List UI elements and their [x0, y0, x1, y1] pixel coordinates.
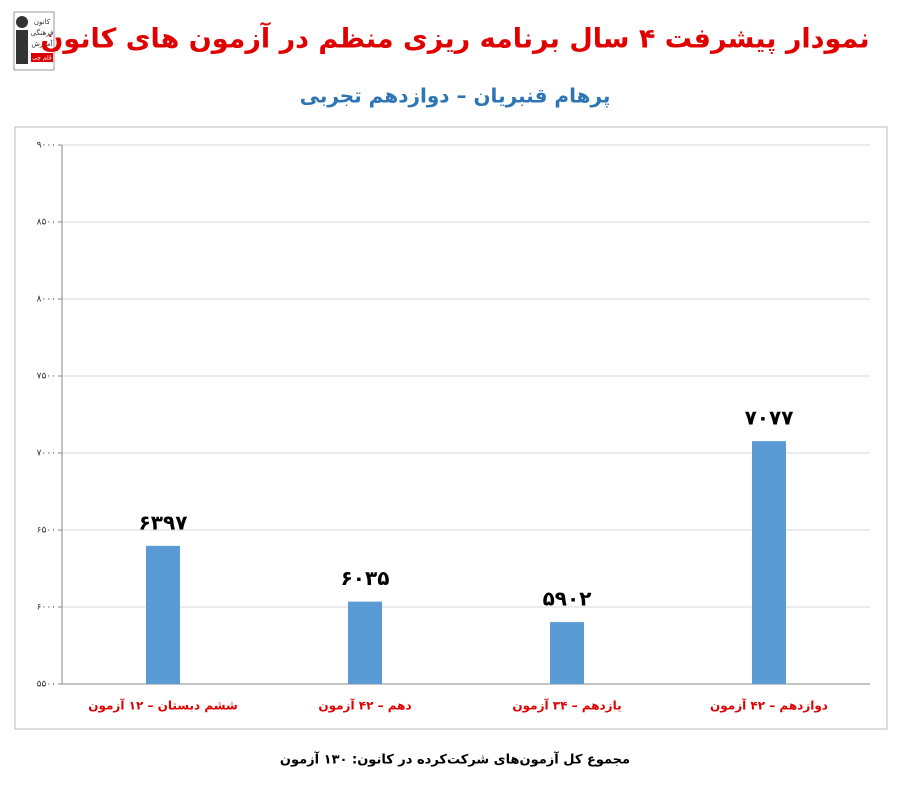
x-tick-label: ششم دبستان – ۱۲ آزمون — [88, 698, 238, 714]
data-label: ۵۹۰۲ — [543, 587, 592, 611]
logo-text: آموزش — [31, 39, 53, 48]
chart-title: نمودار پیشرفت ۴ سال برنامه ریزی منظم در … — [40, 22, 869, 55]
y-tick-label: ۷۵۰۰ — [37, 372, 56, 382]
bar — [348, 601, 382, 684]
chart-subtitle: پرهام قنبریان – دوازدهم تجربی — [300, 84, 611, 109]
y-tick-label: ۹۰۰۰ — [37, 141, 56, 151]
footnote: مجموع کل آزمون‌های شرکت‌کرده در کانون: ۱… — [280, 751, 630, 768]
bar — [752, 441, 786, 684]
x-tick-label: دوازدهم – ۴۲ آزمون — [710, 698, 828, 714]
bar — [146, 545, 180, 684]
data-label: ۶۰۳۵ — [341, 566, 390, 590]
bar — [550, 622, 584, 684]
data-label: ۷۰۷۷ — [745, 406, 794, 430]
logo-text: قلم چی — [32, 55, 52, 62]
y-tick-label: ۷۰۰۰ — [37, 449, 56, 459]
logo-figure — [16, 30, 28, 64]
y-tick-label: ۶۰۰۰ — [37, 603, 56, 613]
data-label: ۶۳۹۷ — [139, 510, 188, 534]
y-tick-label: ۵۵۰۰ — [37, 680, 56, 690]
x-tick-label: یازدهم – ۳۴ آزمون — [512, 698, 621, 714]
logo: کانون فرهنگی آموزش قلم چی — [13, 11, 55, 71]
logo-figure — [16, 16, 28, 28]
x-tick-label: دهم – ۴۲ آزمون — [318, 698, 411, 714]
y-tick-label: ۶۵۰۰ — [37, 526, 56, 536]
logo-band — [31, 53, 53, 62]
y-tick-label: ۸۰۰۰ — [37, 295, 56, 305]
logo-text: فرهنگی — [31, 28, 54, 37]
chart-frame — [14, 126, 888, 730]
logo-text: کانون — [34, 18, 51, 26]
y-tick-label: ۸۵۰۰ — [37, 218, 56, 228]
